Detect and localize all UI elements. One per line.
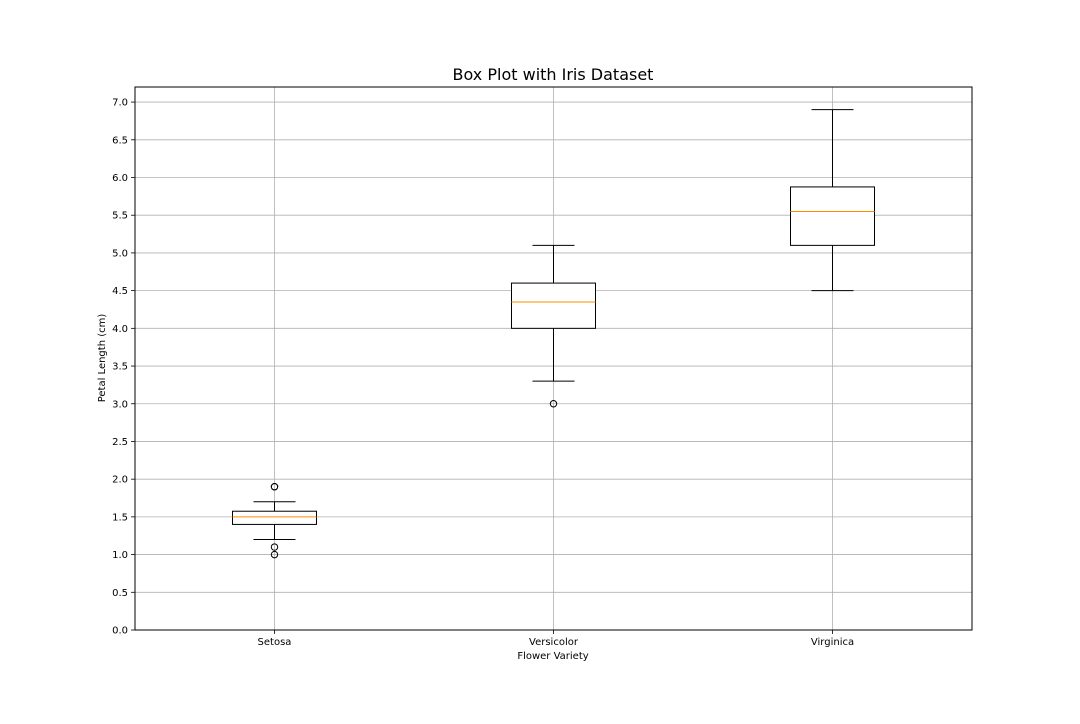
y-tick-label: 0.0: [112, 626, 128, 637]
y-tick-label: 4.0: [112, 324, 128, 335]
y-tick-label: 7.0: [112, 98, 128, 109]
box-setosa: [232, 483, 317, 559]
iqr-box: [232, 510, 317, 525]
box-versicolor: [511, 244, 596, 408]
x-tick-label: Versicolor: [529, 637, 579, 648]
y-tick-label: 1.0: [112, 550, 128, 561]
outlier-point: [270, 543, 279, 551]
x-axis: Setosa Versicolor Virginica: [258, 630, 854, 648]
outlier-point: [549, 400, 558, 408]
y-axis-label: Petal Length (cm): [97, 314, 108, 403]
chart-title: Box Plot with Iris Dataset: [453, 65, 654, 84]
y-tick-label: 6.0: [112, 173, 128, 184]
iqr-box: [511, 282, 596, 329]
y-tick-label: 3.5: [112, 362, 128, 373]
y-tick-label: 3.0: [112, 399, 128, 410]
y-axis: 0.0 0.5 1.0 1.5 2.0 2.5 3.0 3.5 4.0 4.5 5.0 5.5 6.0 6…: [112, 98, 135, 637]
box-virginica: [790, 109, 875, 292]
x-tick-label: Virginica: [811, 637, 854, 648]
y-tick-label: 5.5: [112, 211, 128, 222]
outlier-point: [270, 550, 279, 559]
y-tick-label: 2.5: [112, 437, 128, 448]
outlier-point: [270, 483, 279, 491]
boxes: [232, 109, 875, 559]
x-tick-label: Setosa: [258, 637, 292, 648]
y-tick-label: 1.5: [112, 512, 128, 523]
x-axis-label: Flower Variety: [517, 651, 588, 662]
y-tick-label: 0.5: [112, 588, 128, 599]
iqr-box: [790, 186, 875, 246]
y-tick-label: 4.5: [112, 286, 128, 297]
y-tick-label: 2.0: [112, 475, 128, 486]
y-tick-label: 6.5: [112, 135, 128, 146]
y-tick-label: 5.0: [112, 248, 128, 259]
